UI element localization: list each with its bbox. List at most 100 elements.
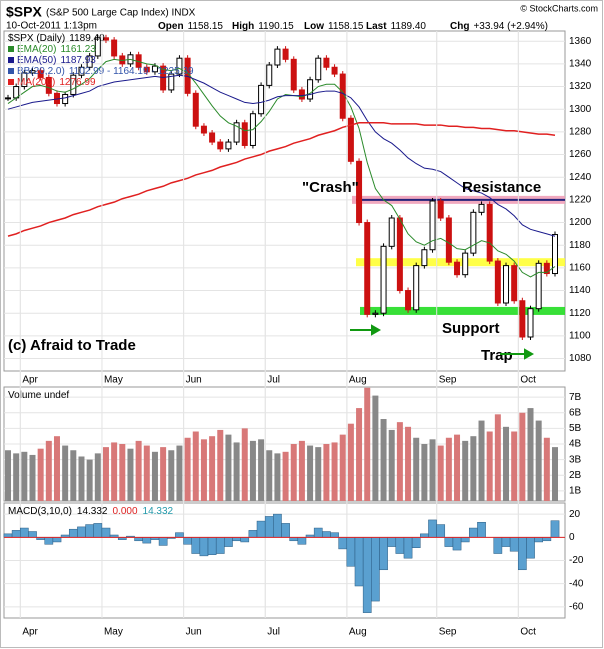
y-tick-label: 1B <box>569 485 582 496</box>
bar <box>330 532 339 538</box>
candle <box>462 252 469 276</box>
bar <box>183 537 192 545</box>
bar <box>256 520 266 538</box>
bar <box>290 444 297 501</box>
bar <box>323 444 330 501</box>
y-tick-label: 1280 <box>569 127 592 138</box>
candle <box>266 64 273 86</box>
bar <box>158 537 168 546</box>
bar <box>135 440 142 501</box>
candle <box>94 37 101 57</box>
candle <box>274 48 281 66</box>
candle <box>298 89 305 100</box>
bar <box>460 537 470 543</box>
bar <box>421 444 428 501</box>
bar <box>298 440 305 501</box>
x-tick-label: Oct <box>520 627 536 638</box>
bar <box>478 420 485 501</box>
candle <box>282 48 289 60</box>
bar <box>184 437 191 501</box>
annotation: Resistance <box>462 179 541 196</box>
bar <box>543 437 550 501</box>
bar <box>44 537 54 545</box>
y-tick-label: -40 <box>569 578 584 589</box>
bar <box>240 537 250 543</box>
y-tick-label: -60 <box>569 602 584 613</box>
bar <box>436 524 446 538</box>
y-tick-label: 1340 <box>569 59 592 70</box>
candle <box>86 55 93 68</box>
quote: High 1190.15 <box>232 21 294 32</box>
y-tick-label: 6B <box>569 407 582 418</box>
quote-value: 1158.15 <box>328 21 364 32</box>
legend-swatch <box>8 57 14 63</box>
panel-name: Volume undef <box>8 390 69 401</box>
chart-title: $SPX <box>6 4 42 20</box>
bar <box>37 448 44 501</box>
candle <box>347 117 354 162</box>
bar <box>101 527 111 538</box>
bar <box>21 451 28 501</box>
indicator-line <box>7 122 556 237</box>
legend-name: EMA(50) <box>17 55 56 66</box>
candle <box>209 132 216 143</box>
quote: Low 1158.15 <box>304 21 364 32</box>
bar <box>77 526 86 538</box>
bar <box>346 537 356 567</box>
bar <box>470 436 477 501</box>
candle <box>29 70 36 74</box>
bar <box>143 445 150 501</box>
candle <box>217 141 224 150</box>
bar <box>550 520 560 538</box>
legend-name: MA(200) <box>17 77 55 88</box>
x-tick-label: Apr <box>22 627 38 638</box>
bar <box>542 537 552 542</box>
bar <box>281 523 290 538</box>
candle <box>470 211 477 254</box>
date: 10-Oct-2011 1:13pm <box>6 21 97 32</box>
bar <box>535 420 542 501</box>
y-tick-label: 4B <box>569 439 582 450</box>
bar <box>503 426 510 501</box>
candle <box>356 160 363 224</box>
x-tick-label: Sep <box>439 627 457 638</box>
candle <box>543 262 550 275</box>
bar <box>420 533 429 538</box>
quote: Open 1158.15 <box>158 21 223 32</box>
annotation: "Crash" <box>302 179 359 196</box>
legend-entry: $SPX (Daily) 1189.40 <box>8 33 105 44</box>
x-tick-label: Jul <box>267 627 280 638</box>
y-tick-label: 2B <box>569 470 582 481</box>
indicator-line <box>7 74 556 237</box>
x-tick-label: May <box>104 375 123 386</box>
bar <box>176 445 183 501</box>
bar <box>102 447 109 501</box>
legend-value: 1102.99 - 1164.19 - 1225.39 <box>69 66 194 77</box>
quote-label: High <box>232 21 254 32</box>
y-tick-label: 1240 <box>569 172 592 183</box>
candle <box>307 79 314 100</box>
y-tick-label: 1100 <box>569 331 591 342</box>
candle <box>176 57 183 75</box>
bar <box>469 527 478 538</box>
bar <box>119 444 126 501</box>
candle <box>331 66 338 75</box>
bar <box>289 537 299 542</box>
bar <box>274 453 281 501</box>
x-tick-label: May <box>104 627 123 638</box>
bar <box>413 437 420 501</box>
bar <box>388 429 395 501</box>
x-tick-label: Apr <box>22 375 38 386</box>
legend-swatch <box>8 68 14 74</box>
candle <box>364 222 371 315</box>
quote-label: Last <box>366 21 387 32</box>
bar <box>191 537 201 554</box>
bar <box>437 445 444 501</box>
candle <box>102 37 109 41</box>
candle <box>78 66 85 76</box>
bar <box>338 537 348 550</box>
candle <box>45 76 52 94</box>
y-tick-label: 1260 <box>569 149 592 160</box>
y-tick-label: 20 <box>569 509 581 520</box>
bar <box>200 439 207 501</box>
